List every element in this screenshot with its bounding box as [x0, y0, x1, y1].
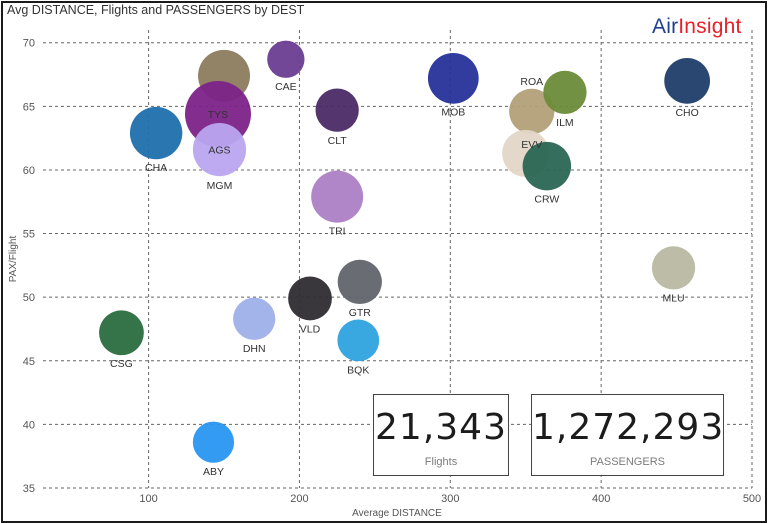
y-axis-title: PAX/Flight	[8, 236, 19, 283]
y-tick-label: 35	[23, 483, 35, 495]
y-tick-label: 50	[23, 292, 35, 304]
brand-logo-part1: Air	[652, 15, 679, 38]
bubble-label-roa: ROA	[520, 76, 543, 88]
bubble-label-csg: CSG	[110, 358, 133, 370]
bubble-label-vld: VLD	[300, 323, 321, 335]
bubble-label-gtr: GTR	[349, 307, 372, 319]
bubble-label-tri: TRI	[329, 226, 346, 238]
y-tick-label: 40	[23, 419, 35, 431]
brand-logo-part2: Insight	[678, 15, 742, 38]
flights-value: 21,343	[375, 407, 507, 448]
chart-title: Avg DISTANCE, Flights and PASSENGERS by …	[7, 3, 305, 17]
bubble-roa[interactable]	[509, 88, 555, 135]
bubble-label-cho: CHO	[675, 107, 698, 119]
bubble-label-cha: CHA	[145, 162, 167, 174]
bubble-label-dhn: DHN	[243, 343, 266, 355]
flights-card[interactable]: 21,343 Flights	[373, 394, 509, 476]
bubble-clt[interactable]	[315, 88, 359, 132]
bubble-label-mlu: MLU	[662, 293, 684, 305]
x-tick-label: 100	[139, 493, 157, 505]
bubble-label-clt: CLT	[328, 135, 348, 147]
bubble-gtr[interactable]	[337, 259, 382, 305]
y-tick-label: 60	[23, 165, 35, 177]
bubble-dhn[interactable]	[233, 297, 276, 340]
y-tick-label: 45	[23, 356, 35, 368]
bubble-ilm[interactable]	[543, 70, 587, 114]
bubble-mlu[interactable]	[651, 246, 696, 290]
bubble-csg[interactable]	[99, 310, 144, 356]
bubble-cha[interactable]	[129, 106, 183, 160]
x-axis-title: Average DISTANCE	[352, 508, 442, 519]
bubble-label-evv: EVV	[521, 139, 542, 151]
y-tick-label: 65	[23, 101, 35, 113]
brand-logo: AirInsight	[652, 15, 742, 39]
bubble-label-mob: MOB	[441, 107, 465, 119]
x-tick-label: 300	[441, 493, 459, 505]
bubble-label-cae: CAE	[275, 81, 297, 93]
bubble-aby[interactable]	[192, 421, 235, 463]
bubble-label-ilm: ILM	[556, 117, 574, 129]
bubble-cho[interactable]	[664, 58, 710, 104]
bubble-cae[interactable]	[267, 40, 305, 78]
passengers-label: PASSENGERS	[590, 456, 665, 468]
bubble-label-bqk: BQK	[347, 364, 369, 376]
bubble-ags[interactable]	[192, 122, 247, 177]
bubble-label-crw: CRW	[534, 193, 559, 205]
y-tick-label: 55	[23, 229, 35, 241]
bubble-label-tys: TYS	[208, 109, 228, 121]
bubble-label-ags: AGS	[208, 145, 230, 157]
x-tick-label: 500	[743, 493, 761, 505]
flights-label: Flights	[424, 456, 458, 468]
y-tick-label: 70	[23, 38, 35, 50]
bubble-vld[interactable]	[288, 276, 332, 321]
bubble-mob[interactable]	[427, 52, 479, 104]
bubble-bqk[interactable]	[337, 319, 380, 362]
passengers-card[interactable]: 1,272,293 PASSENGERS	[531, 394, 724, 476]
x-tick-label: 400	[592, 493, 610, 505]
bubble-crw[interactable]	[522, 141, 572, 191]
bubble-tri[interactable]	[311, 170, 364, 223]
passengers-value: 1,272,293	[532, 407, 725, 448]
x-tick-label: 200	[290, 493, 308, 505]
bubble-label-aby: ABY	[203, 466, 224, 478]
bubble-label-mgm: MGM	[207, 180, 233, 192]
